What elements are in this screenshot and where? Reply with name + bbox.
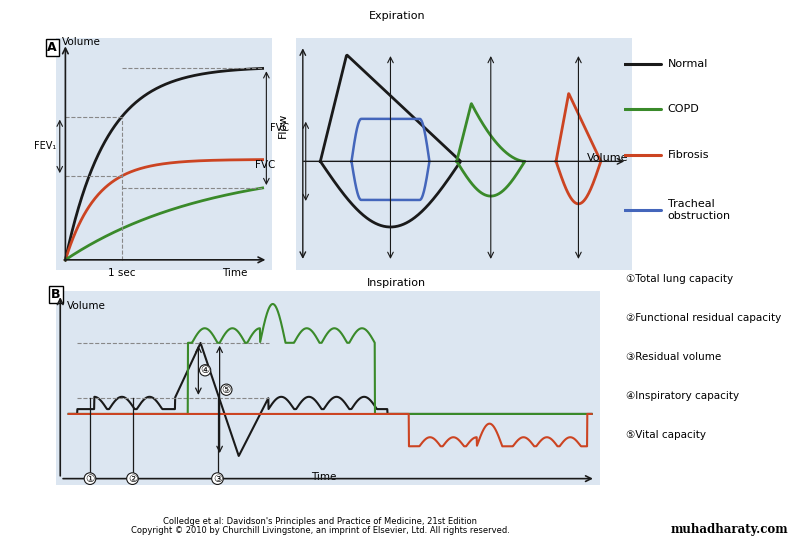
Text: Tracheal
obstruction: Tracheal obstruction <box>668 199 731 221</box>
Text: Volume: Volume <box>62 37 101 47</box>
Text: Volume: Volume <box>587 153 629 163</box>
Text: A: A <box>47 41 57 54</box>
Text: ④Inspiratory capacity: ④Inspiratory capacity <box>626 391 739 401</box>
Text: B: B <box>51 288 61 301</box>
Text: ③Residual volume: ③Residual volume <box>626 353 721 362</box>
Text: Time: Time <box>311 472 337 482</box>
Text: Inspiration: Inspiration <box>367 278 426 288</box>
Text: Copyright © 2010 by Churchill Livingstone, an imprint of Elsevier, Ltd. All righ: Copyright © 2010 by Churchill Livingston… <box>130 526 510 535</box>
Text: ②Functional residual capacity: ②Functional residual capacity <box>626 313 781 323</box>
Text: Colledge et al: Davidson's Principles and Practice of Medicine, 21st Edition: Colledge et al: Davidson's Principles an… <box>163 517 477 526</box>
Text: Normal: Normal <box>668 59 708 68</box>
Text: ②: ② <box>128 474 137 483</box>
Text: FVC: FVC <box>255 160 276 170</box>
Text: ⑤Vital capacity: ⑤Vital capacity <box>626 430 706 440</box>
Text: Fibrosis: Fibrosis <box>668 150 709 160</box>
Text: Flow: Flow <box>278 113 287 139</box>
Text: ⑤: ⑤ <box>222 385 231 395</box>
Text: ①Total lung capacity: ①Total lung capacity <box>626 274 733 285</box>
Text: ④: ④ <box>201 365 210 375</box>
Text: ③: ③ <box>213 474 222 483</box>
Text: FEV₁: FEV₁ <box>34 141 56 151</box>
Text: 1 sec: 1 sec <box>108 267 135 278</box>
Text: Volume: Volume <box>66 301 106 311</box>
Text: ①: ① <box>86 474 94 483</box>
Text: FVC: FVC <box>270 123 289 133</box>
Text: muhadharaty.com: muhadharaty.com <box>670 522 788 536</box>
Text: COPD: COPD <box>668 105 699 114</box>
Text: Expiration: Expiration <box>369 11 425 21</box>
Text: Time: Time <box>222 267 247 278</box>
